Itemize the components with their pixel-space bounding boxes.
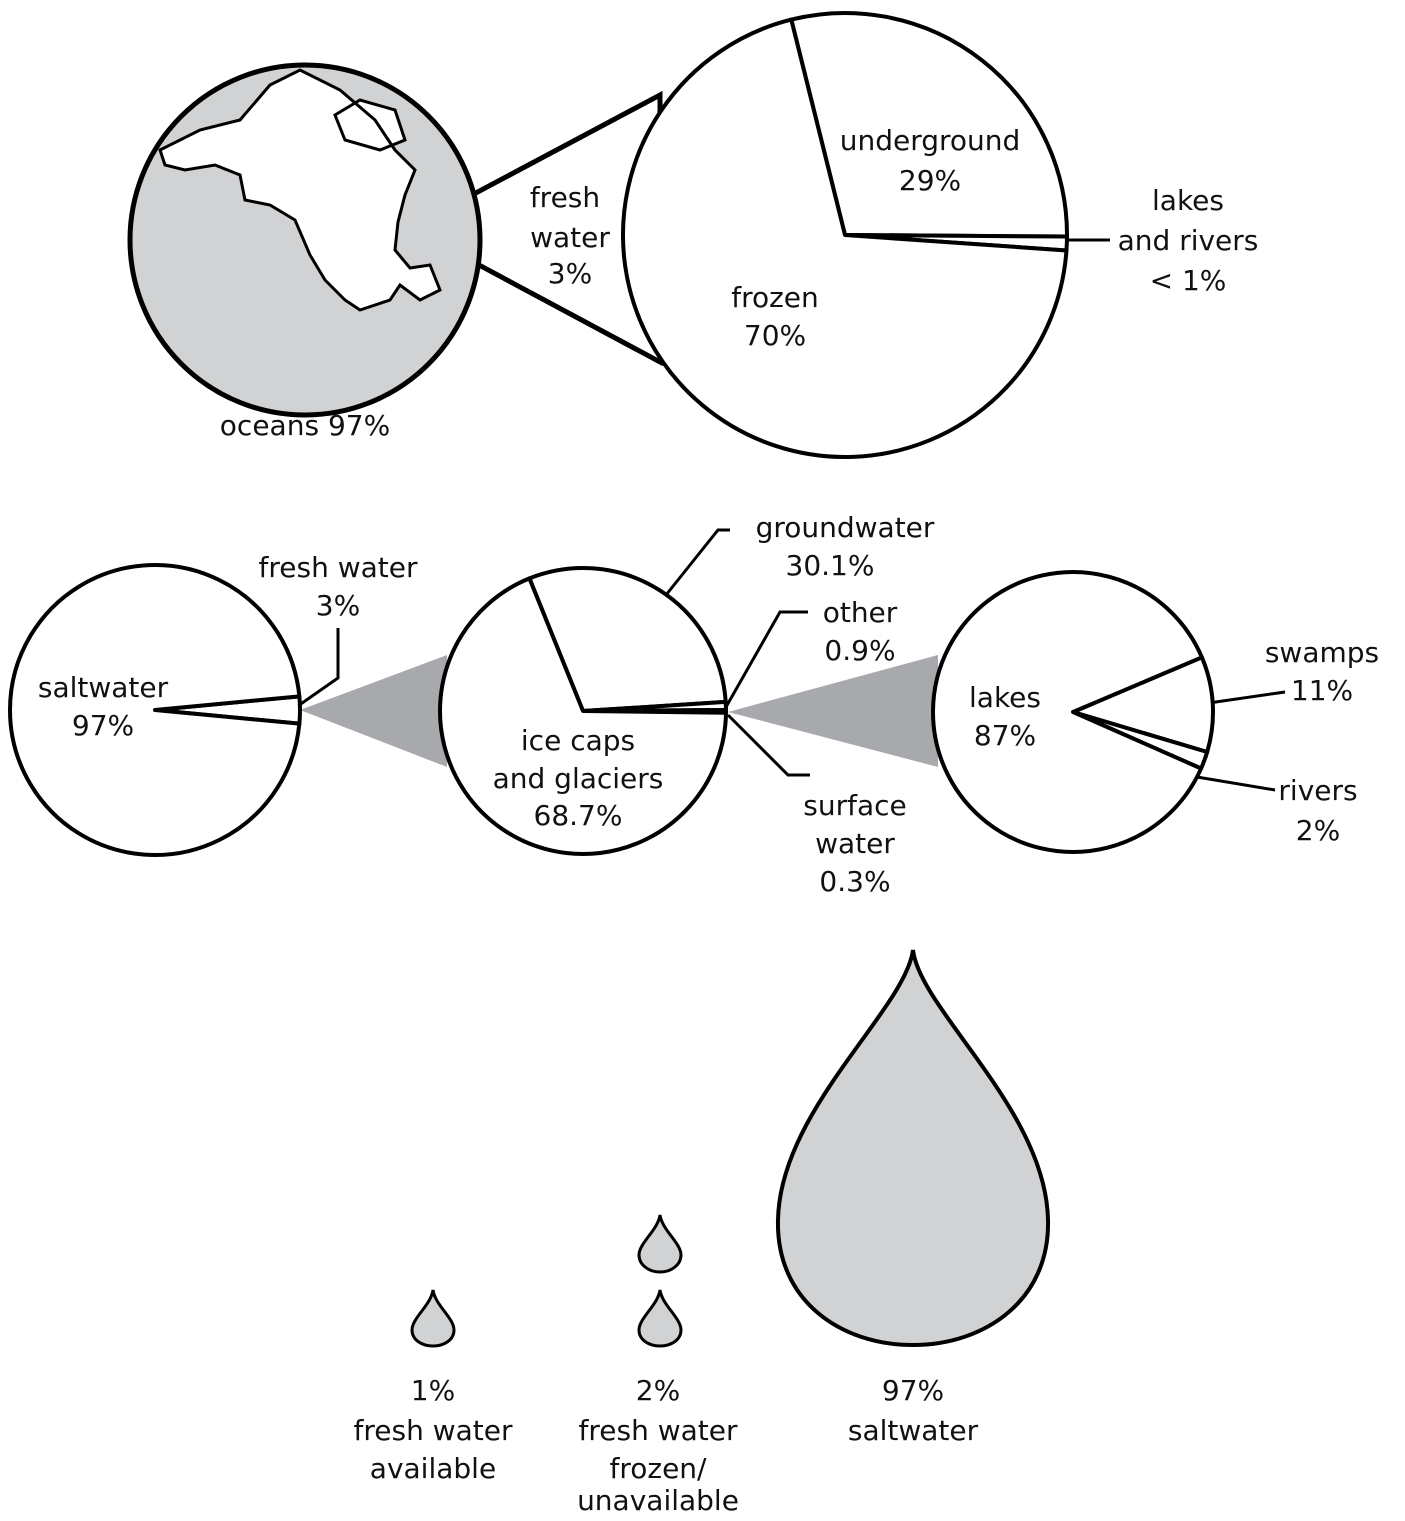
label: fresh water: [354, 1414, 513, 1447]
label: oceans 97%: [220, 409, 390, 442]
drop: [637, 1214, 683, 1274]
leader-line: [648, 528, 730, 616]
label: rivers: [1278, 774, 1357, 807]
pie-slice: [621, 17, 1069, 459]
leader-line: [726, 713, 810, 777]
label: swamps: [1265, 636, 1379, 669]
pie-slice: [1071, 655, 1215, 754]
label: 68.7%: [534, 799, 623, 832]
leader-line: [284, 628, 340, 717]
label: 97%: [882, 1374, 944, 1407]
leader-line: [1184, 773, 1276, 792]
pie-slice: [8, 563, 302, 857]
label: 87%: [974, 719, 1036, 752]
label: lakes: [969, 681, 1041, 714]
label: 30.1%: [786, 549, 875, 582]
drop: [775, 949, 1051, 1348]
label: saltwater: [848, 1414, 979, 1447]
label: unavailable: [577, 1484, 739, 1517]
label: and glaciers: [493, 762, 664, 795]
label: < 1%: [1150, 264, 1227, 297]
drop: [637, 1289, 683, 1348]
funnel: [728, 655, 938, 767]
label: ice caps: [521, 724, 635, 757]
label: groundwater: [756, 511, 935, 544]
label: water: [815, 827, 895, 860]
label: 0.9%: [824, 634, 895, 667]
label: fresh water: [259, 551, 418, 584]
pie-slice: [931, 570, 1204, 854]
label: fresh: [530, 181, 600, 214]
label: 1%: [411, 1374, 455, 1407]
label: lakes: [1152, 184, 1224, 217]
label: and rivers: [1118, 224, 1259, 257]
label: surface: [803, 789, 906, 822]
leader-line: [724, 610, 808, 708]
label: frozen/: [610, 1452, 708, 1485]
label: 11%: [1291, 674, 1353, 707]
label: 3%: [548, 257, 592, 290]
label: 3%: [316, 589, 360, 622]
label: other: [823, 596, 898, 629]
label: underground: [840, 124, 1021, 157]
label: 2%: [1296, 814, 1340, 847]
label: 70%: [744, 319, 806, 352]
pie-slice: [438, 576, 728, 856]
label: water: [530, 221, 610, 254]
label: frozen: [731, 281, 819, 314]
label: available: [370, 1452, 496, 1485]
continent: [158, 68, 442, 312]
drop: [410, 1289, 456, 1348]
label: 29%: [899, 164, 961, 197]
label: 0.3%: [819, 865, 890, 898]
pie-slice: [789, 11, 1069, 239]
label: fresh water: [579, 1414, 738, 1447]
label: 2%: [636, 1374, 680, 1407]
pie-slice: [527, 566, 728, 713]
label: saltwater: [38, 671, 169, 704]
funnel: [300, 655, 447, 767]
label: 97%: [72, 709, 134, 742]
